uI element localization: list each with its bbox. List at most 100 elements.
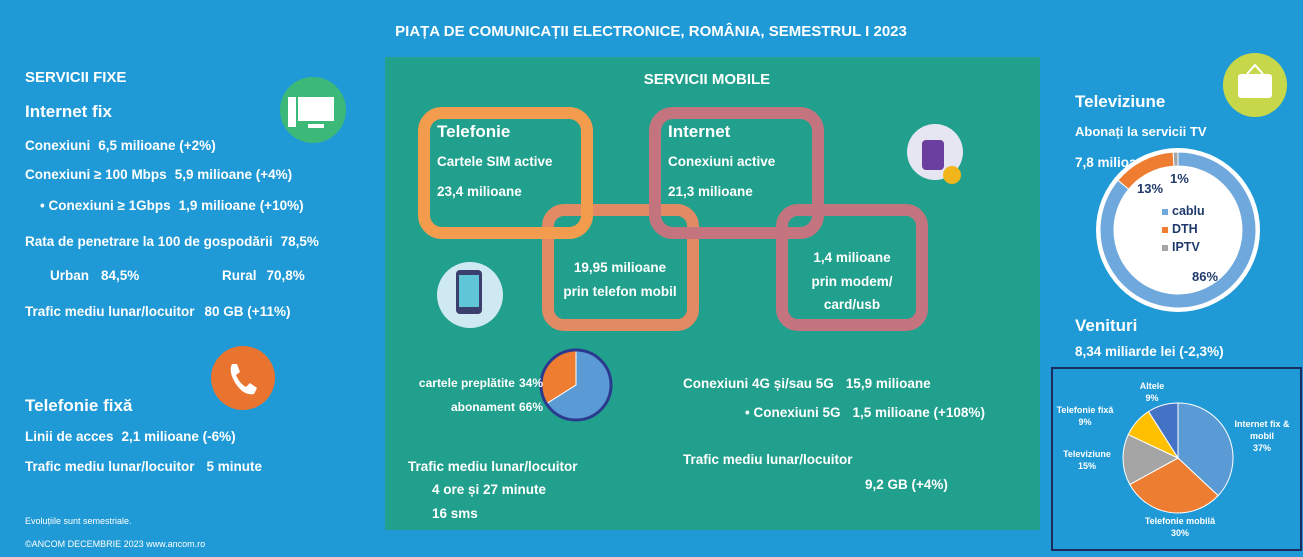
text-line: Trafic mediu lunar/locuitor [408, 459, 578, 474]
pie-label: 13% [1137, 181, 1163, 196]
label: Telefonie fixă [25, 396, 133, 415]
text-line: Cartele SIM active [437, 154, 553, 169]
computer-icon [280, 77, 346, 143]
label: Rata de penetrare la 100 de gospodării [25, 234, 273, 249]
label: Internet [668, 122, 731, 141]
heading: Telefonie [437, 122, 510, 141]
label: PIAȚA DE COMUNICAȚII ELECTRONICE, ROMÂNI… [395, 22, 907, 40]
text-line: 1,4 milioane [813, 250, 891, 265]
label: Altele [1127, 380, 1177, 392]
text-line: Conexiuni ≥ 100 Mbps 5,9 milioane (+4%) [25, 167, 292, 182]
title: PIAȚA DE COMUNICAȚII ELECTRONICE, ROMÂNI… [395, 22, 907, 40]
label: Linii de acces [25, 429, 114, 444]
label: Venituri [1075, 316, 1137, 335]
label: Trafic mediu lunar/locuitor [25, 459, 195, 474]
value: 6,5 milioane (+2%) [98, 138, 215, 153]
label: 13% [1137, 181, 1163, 196]
footnote: Evoluțiile sunt semestriale. [25, 516, 132, 526]
value: 30% [1135, 527, 1225, 539]
canvas: PIAȚA DE COMUNICAȚII ELECTRONICE, ROMÂNI… [0, 0, 1303, 557]
text-line: • Conexiuni ≥ 1Gbps 1,9 milioane (+10%) [40, 198, 304, 213]
label: Trafic mediu lunar/locuitor [25, 304, 195, 319]
label: SERVICII FIXE [25, 69, 126, 86]
legend-swatch [1162, 227, 1168, 233]
label: 1,4 milioane [813, 250, 891, 265]
text-line: Trafic mediu lunar/locuitor 5 minute [25, 459, 263, 474]
phone-icon [211, 346, 275, 410]
label: Televiziune [1075, 92, 1165, 111]
label: card/usb [824, 297, 880, 312]
label: Internet fix & mobil [1227, 418, 1297, 442]
text-line: Conexiuni 4G și/sau 5G 15,9 milioane [683, 376, 931, 391]
text-line: • Conexiuni 5G 1,5 milioane (+108%) [745, 405, 985, 420]
text-line: Trafic mediu lunar/locuitor 80 GB (+11%) [25, 304, 290, 319]
legend-swatch [1162, 245, 1168, 251]
text-line: Abonați la servicii TV [1075, 124, 1207, 139]
value: 70,8% [267, 268, 305, 283]
value: 9% [1055, 416, 1115, 428]
value: 15,9 milioane [846, 376, 931, 391]
label: 4 ore și 27 minute [432, 482, 547, 497]
label: Trafic mediu lunar/locuitor [683, 452, 853, 467]
label: IPTV [1172, 240, 1200, 254]
hand-phone-icon [437, 262, 503, 328]
label: Telefonie fixă [1055, 404, 1115, 416]
value: 1,9 milioane (+10%) [179, 198, 304, 213]
text-line: Trafic mediu lunar/locuitor [683, 452, 853, 467]
text-line: Conexiuni6,5 milioane (+2%) [25, 138, 216, 153]
label: ©ANCOM DECEMBRIE 2023 www.ancom.ro [25, 539, 205, 549]
text-line: 23,4 milioane [437, 184, 522, 199]
label: cartele preplătite [419, 376, 515, 390]
text-line: 16 sms [432, 506, 478, 521]
label: 9,2 GB (+4%) [865, 477, 948, 492]
label: prin modem/ [811, 274, 892, 289]
label: 19,95 milioane [574, 260, 667, 275]
label: Telefonie mobilă [1135, 515, 1225, 527]
label: Conexiuni 4G și/sau 5G [683, 376, 834, 391]
label: • Conexiuni 5G [745, 405, 841, 420]
label: • Conexiuni ≥ 1Gbps [40, 198, 171, 213]
label: SERVICII MOBILE [644, 71, 770, 88]
heading: Internet [668, 122, 731, 141]
label: 23,4 milioane [437, 184, 522, 199]
text-line: Conexiuni active [668, 154, 776, 169]
value: 15% [1057, 460, 1117, 472]
value: 2,1 milioane (-6%) [122, 429, 236, 444]
footnote: ©ANCOM DECEMBRIE 2023 www.ancom.ro [25, 539, 205, 549]
text-line: Linii de acces 2,1 milioane (-6%) [25, 429, 236, 444]
tv-icon [1223, 53, 1287, 117]
value: 5 minute [207, 459, 263, 474]
value: 1,5 milioane (+108%) [853, 405, 985, 420]
section-title: SERVICII FIXE [25, 69, 126, 86]
text-line: Rural 70,8% [222, 268, 305, 283]
text-line: prin telefon mobil [563, 284, 676, 299]
label: Conexiuni ≥ 100 Mbps [25, 167, 167, 182]
value: 5,9 milioane (+4%) [175, 167, 292, 182]
text-line: card/usb [824, 297, 880, 312]
label: Rural [222, 268, 257, 283]
value: 9% [1127, 392, 1177, 404]
slice [1173, 152, 1178, 166]
pie-label: cartele preplătite 34% [419, 376, 543, 390]
label: 21,3 milioane [668, 184, 753, 199]
value: 34% [519, 376, 543, 390]
label: Conexiuni active [668, 154, 776, 169]
label: cablu [1172, 204, 1205, 218]
text-line: 9,2 GB (+4%) [865, 477, 948, 492]
text-line: 19,95 milioane [574, 260, 667, 275]
heading: Telefonie fixă [25, 396, 133, 415]
text-line: 21,3 milioane [668, 184, 753, 199]
label: Abonați la servicii TV [1075, 124, 1207, 139]
heading: Internet fix [25, 102, 112, 121]
label: Trafic mediu lunar/locuitor [408, 459, 578, 474]
label: 16 sms [432, 506, 478, 521]
label: DTH [1172, 222, 1198, 236]
legend-entry: DTH [1172, 222, 1198, 236]
label: prin telefon mobil [563, 284, 676, 299]
text-line: 8,34 miliarde lei (-2,3%) [1075, 344, 1224, 359]
value: 80 GB (+11%) [205, 304, 291, 319]
legend-entry: cablu [1172, 204, 1205, 218]
legend-entry: IPTV [1172, 240, 1200, 254]
